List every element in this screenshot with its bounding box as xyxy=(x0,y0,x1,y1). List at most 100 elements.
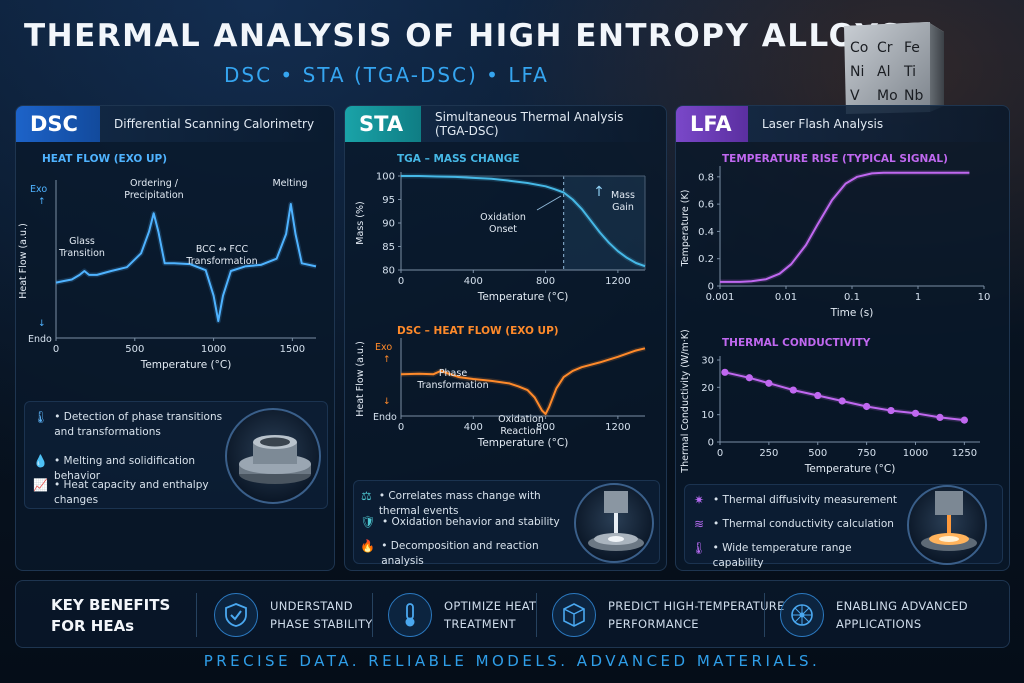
data-point xyxy=(765,379,773,387)
y-tick-label: 90 xyxy=(382,219,395,230)
dsc-feature-1: 🌡 • Detection of phase transitions and t… xyxy=(33,410,223,438)
lfa-feature-2: ≋ • Thermal conductivity calculation xyxy=(691,517,901,532)
endo-arrow: ↓ xyxy=(383,397,391,407)
cube-element-Al: Al xyxy=(877,64,890,80)
lfa-instrument-image xyxy=(907,485,987,565)
thermometer-icon: 🌡 xyxy=(691,541,707,555)
cube-element-Ni: Ni xyxy=(850,64,864,80)
endo-label: Endo xyxy=(373,412,397,423)
chart-title: HEAT FLOW (EXO UP) xyxy=(42,153,167,165)
y-tick-label: 10 xyxy=(701,410,714,421)
exo-arrow: ↑ xyxy=(38,197,46,207)
y-axis-label: Temperature (K) xyxy=(680,190,691,268)
annotation-arrow xyxy=(536,195,562,211)
lfa-name: Laser Flash Analysis xyxy=(762,117,884,131)
x-tick-label: 1250 xyxy=(952,448,977,459)
benefit-heat-treatment: OPTIMIZE HEAT TREATMENT xyxy=(388,591,536,639)
exo-label: Exo xyxy=(375,342,392,353)
x-tick-label: 0.001 xyxy=(706,292,735,303)
alloy-cube-image: Co Cr Fe Ni Al Ti V Mo Nb xyxy=(844,22,944,114)
x-tick-label: 0 xyxy=(53,344,59,355)
data-point xyxy=(863,402,871,411)
benefit-advanced-applications: ENABLING ADVANCED APPLICATIONS xyxy=(780,591,968,639)
sta-panel: STA Simultaneous Thermal Analysis (TGA-D… xyxy=(344,105,667,571)
dsc-tag: DSC xyxy=(16,106,100,142)
lfa-panel: LFA Laser Flash Analysis TEMPERATURE RIS… xyxy=(675,105,1010,571)
balance-icon: ⚖ xyxy=(361,489,372,503)
crystal-lattice-icon xyxy=(552,593,596,637)
lfa-tag: LFA xyxy=(676,106,748,142)
sta-features: ⚖ • Correlates mass change with thermal … xyxy=(353,480,660,567)
lfa-feature-3: 🌡 • Wide temperature range capability xyxy=(691,541,852,569)
mass-gain-region xyxy=(563,176,645,270)
y-tick-label: 0 xyxy=(708,438,714,449)
key-benefits-heading: KEY BENEFITS FOR HEAs xyxy=(51,596,171,635)
dsc-chart: HEAT FLOW (EXO UP) 0 500 1000 1500 Exo ↑ ↓ Endo T… xyxy=(18,153,317,371)
y-tick-label: 20 xyxy=(701,383,714,394)
series-glow xyxy=(724,369,965,423)
sta-feature-3: 🔥 • Decomposition and reaction analysis xyxy=(360,539,539,567)
x-axis-label: Time (s) xyxy=(830,307,874,319)
annotation: Ordering / Precipitation xyxy=(124,178,183,201)
cube-element-V: V xyxy=(850,88,860,104)
benefit-high-temperature: PREDICT HIGH-TEMPERATURE PERFORMANCE xyxy=(552,591,785,639)
annotation: BCC ↔ FCC Transformation xyxy=(185,244,257,267)
cube-element-Co: Co xyxy=(850,40,868,56)
dsc-features: 🌡 • Detection of phase transitions and t… xyxy=(24,401,328,509)
dsc-feature-3: 📈 • Heat capacity and enthalpy changes xyxy=(33,478,209,506)
x-tick-label: 1 xyxy=(915,292,921,303)
x-tick-label: 0.1 xyxy=(844,292,860,303)
x-tick-label: 1000 xyxy=(903,448,928,459)
dsc-name: Differential Scanning Calorimetry xyxy=(114,117,315,131)
annotation: Melting xyxy=(272,178,307,189)
cube-element-Mo: Mo xyxy=(877,88,898,104)
lfa-features: ✷ • Thermal diffusivity measurement ≋ • … xyxy=(684,484,1003,569)
exo-label: Exo xyxy=(30,184,47,195)
x-tick-label: 800 xyxy=(536,276,555,287)
x-tick-label: 400 xyxy=(464,276,483,287)
data-point xyxy=(814,391,822,400)
dsc-header: DSC Differential Scanning Calorimetry xyxy=(16,106,334,142)
x-tick-label: 0.01 xyxy=(775,292,797,303)
x-tick-label: 1000 xyxy=(201,344,226,355)
x-tick-label: 400 xyxy=(464,422,483,433)
x-axis-label: Temperature (°C) xyxy=(140,359,232,371)
dsc-crucible-image xyxy=(225,408,321,504)
y-tick-label: 0 xyxy=(708,282,714,293)
endo-arrow: ↓ xyxy=(38,319,46,329)
annotation: Oxidation Reaction xyxy=(498,414,544,437)
y-axis-label: Heat Flow (a.u.) xyxy=(18,223,29,299)
cube-element-Cr: Cr xyxy=(877,40,893,56)
annotation: Mass Gain xyxy=(611,190,635,213)
endo-label: Endo xyxy=(28,334,52,345)
data-point xyxy=(887,406,895,415)
dsc-panel: DSC Differential Scanning Calorimetry HE… xyxy=(15,105,335,571)
x-tick-label: 1200 xyxy=(605,276,630,287)
y-axis-label: Thermal Conductivity (W/m·K) xyxy=(680,330,691,474)
x-tick-label: 500 xyxy=(125,344,144,355)
chart-title: DSC – HEAT FLOW (EXO UP) xyxy=(397,325,559,337)
data-point xyxy=(960,416,968,424)
x-tick-label: 10 xyxy=(978,292,991,303)
sta-dsc-chart: DSC – HEAT FLOW (EXO UP) 0 400 800 1200 Exo ↑ ↓… xyxy=(355,325,646,449)
data-point xyxy=(745,374,753,382)
turbine-icon xyxy=(780,593,824,637)
x-tick-label: 500 xyxy=(808,448,827,459)
data-point xyxy=(838,397,846,405)
shield-icon: 🛡 xyxy=(360,515,376,529)
y-axis-label: Heat Flow (a.u.) xyxy=(355,341,366,417)
flame-icon: 🔥 xyxy=(360,539,376,553)
x-axis-label: Temperature (°C) xyxy=(804,463,896,475)
page-title: THERMAL ANALYSIS OF HIGH ENTROPY ALLOYS xyxy=(24,18,904,54)
x-tick-label: 0 xyxy=(398,422,404,433)
y-tick-label: 0.4 xyxy=(698,227,714,238)
tga-chart: TGA – MASS CHANGE 0 400 800 1200 80 85 90 95 100 T… xyxy=(355,153,646,303)
lfa-conductivity-chart: THERMAL CONDUCTIVITY 0 250 500 750 1000 1250 0 1… xyxy=(680,330,980,475)
annotation: Phase Transformation xyxy=(416,368,488,391)
x-tick-label: 250 xyxy=(759,448,778,459)
y-axis-label: Mass (%) xyxy=(355,201,366,244)
lfa-feature-1: ✷ • Thermal diffusivity measurement xyxy=(691,493,901,508)
thermometer-icon: 🌡 xyxy=(33,410,49,424)
lfa-header: LFA Laser Flash Analysis xyxy=(676,106,1009,142)
cube-element-Nb: Nb xyxy=(904,88,923,104)
